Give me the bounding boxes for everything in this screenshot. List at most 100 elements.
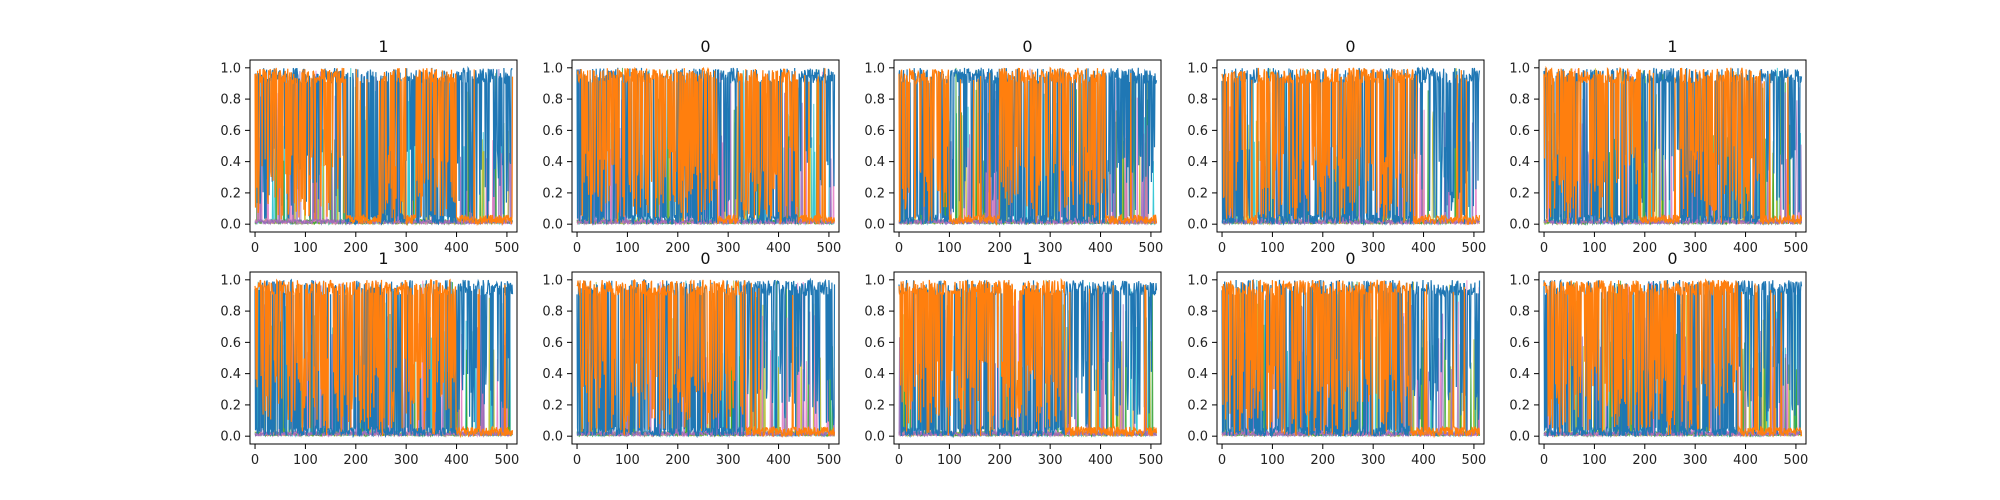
y-tick-label: 0.8 — [1187, 93, 1208, 108]
subplot-1: 0 100 200 300 400 500 0.0 0.2 0.4 0.6 0.8 1.0 1 — [220, 37, 519, 256]
axes-frame — [571, 271, 840, 445]
x-tick-label: 400 — [1088, 241, 1113, 256]
y-tick-label: 0.4 — [864, 367, 885, 382]
subplot-title: 0 — [1667, 249, 1677, 268]
axes-frame — [893, 59, 1162, 233]
series-line-orange — [254, 278, 514, 439]
y-tick-label: 0.4 — [1187, 367, 1208, 382]
subplot-4: 0 100 200 300 400 500 0.0 0.2 0.4 0.6 0.8 1.0 0 — [1187, 37, 1486, 256]
plot-area — [254, 278, 514, 439]
y-tick-label: 0.2 — [1509, 186, 1530, 201]
y-tick-label: 0.0 — [1509, 218, 1530, 233]
y-tick-label: 0.2 — [864, 186, 885, 201]
axes-frame — [893, 271, 1162, 445]
x-tick-label: 0 — [573, 241, 581, 256]
y-tick-label: 0.0 — [864, 430, 885, 445]
y-tick-label: 0.0 — [1187, 218, 1208, 233]
y-tick-label: 0.4 — [864, 155, 885, 170]
x-tick-label: 200 — [665, 241, 690, 256]
subplot-8: 0 100 200 300 400 500 0.0 0.2 0.4 0.6 0.8 1.0 1 — [864, 249, 1163, 468]
y-tick-label: 1.0 — [1187, 61, 1208, 76]
x-tick-label: 400 — [444, 241, 469, 256]
plot-area — [576, 277, 836, 439]
y-tick-label: 0.2 — [542, 186, 563, 201]
y-tick-label: 0.2 — [864, 398, 885, 413]
series-line-blue — [898, 67, 1158, 226]
x-tick-label: 300 — [1683, 241, 1708, 256]
x-tick-label: 500 — [1139, 453, 1164, 468]
axes-frame — [1216, 271, 1485, 445]
y-tick-label: 0.8 — [542, 93, 563, 108]
x-tick-label: 200 — [1632, 241, 1657, 256]
x-tick-label: 100 — [1582, 241, 1607, 256]
x-tick-label: 300 — [716, 453, 741, 468]
y-tick-label: 0.8 — [220, 93, 241, 108]
y-tick-label: 1.0 — [1509, 61, 1530, 76]
x-tick-label: 100 — [1582, 453, 1607, 468]
y-tick-label: 0.2 — [1509, 398, 1530, 413]
x-tick-label: 0 — [1540, 453, 1548, 468]
y-tick-label: 0.6 — [864, 336, 885, 351]
subplot-3: 0 100 200 300 400 500 0.0 0.2 0.4 0.6 0.8 1.0 0 — [864, 37, 1163, 256]
axes-frame — [249, 59, 518, 233]
x-tick-label: 200 — [343, 453, 368, 468]
series-line-blue — [1543, 67, 1803, 227]
x-tick-label: 300 — [1038, 453, 1063, 468]
x-tick-label: 0 — [1218, 453, 1226, 468]
x-tick-label: 200 — [343, 241, 368, 256]
y-tick-label: 0.8 — [864, 305, 885, 320]
y-tick-label: 0.6 — [220, 124, 241, 139]
x-tick-label: 0 — [251, 453, 259, 468]
y-tick-label: 0.6 — [1187, 336, 1208, 351]
y-tick-label: 0.0 — [542, 218, 563, 233]
y-tick-label: 0.6 — [1509, 336, 1530, 351]
y-tick-label: 0.0 — [1187, 430, 1208, 445]
x-tick-label: 400 — [766, 453, 791, 468]
y-tick-label: 0.4 — [542, 155, 563, 170]
x-tick-label: 500 — [1784, 453, 1809, 468]
x-tick-label: 0 — [895, 453, 903, 468]
series-line-blue — [1543, 278, 1803, 438]
x-tick-label: 0 — [573, 453, 581, 468]
axes-frame — [1538, 59, 1807, 233]
y-tick-label: 0.0 — [864, 218, 885, 233]
axes-frame — [571, 59, 840, 233]
plot-area — [1543, 278, 1803, 438]
y-tick-label: 0.6 — [864, 124, 885, 139]
series-line-orange — [1543, 278, 1803, 438]
subplot-title: 1 — [1022, 249, 1032, 268]
y-tick-label: 0.6 — [542, 124, 563, 139]
subplot-title: 1 — [378, 249, 388, 268]
plot-area — [1221, 66, 1481, 226]
x-tick-label: 300 — [1361, 241, 1386, 256]
x-tick-label: 200 — [1632, 453, 1657, 468]
x-tick-label: 300 — [394, 241, 419, 256]
x-tick-label: 500 — [495, 241, 520, 256]
subplot-5: 0 100 200 300 400 500 0.0 0.2 0.4 0.6 0.8 1.0 1 — [1509, 37, 1808, 256]
x-tick-label: 200 — [987, 453, 1012, 468]
series-line-orange — [254, 67, 514, 227]
subplot-6: 0 100 200 300 400 500 0.0 0.2 0.4 0.6 0.8 1.0 1 — [220, 249, 519, 468]
x-tick-label: 100 — [1260, 453, 1285, 468]
x-tick-label: 400 — [1088, 453, 1113, 468]
axes-frame — [249, 271, 518, 445]
x-tick-label: 100 — [615, 453, 640, 468]
x-tick-label: 400 — [1733, 453, 1758, 468]
x-tick-label: 100 — [293, 453, 318, 468]
x-tick-label: 100 — [937, 453, 962, 468]
y-tick-label: 0.4 — [1187, 155, 1208, 170]
y-tick-label: 0.8 — [1187, 305, 1208, 320]
y-tick-label: 0.6 — [542, 336, 563, 351]
x-tick-label: 0 — [895, 241, 903, 256]
y-tick-label: 0.4 — [220, 367, 241, 382]
y-tick-label: 1.0 — [864, 273, 885, 288]
x-tick-label: 200 — [987, 241, 1012, 256]
series-line-blue — [576, 67, 836, 226]
series-line-orange — [1543, 65, 1803, 225]
series-line-orange — [1221, 279, 1481, 439]
x-tick-label: 500 — [495, 453, 520, 468]
x-tick-label: 500 — [1784, 241, 1809, 256]
x-tick-label: 300 — [1038, 241, 1063, 256]
y-tick-label: 0.8 — [220, 305, 241, 320]
